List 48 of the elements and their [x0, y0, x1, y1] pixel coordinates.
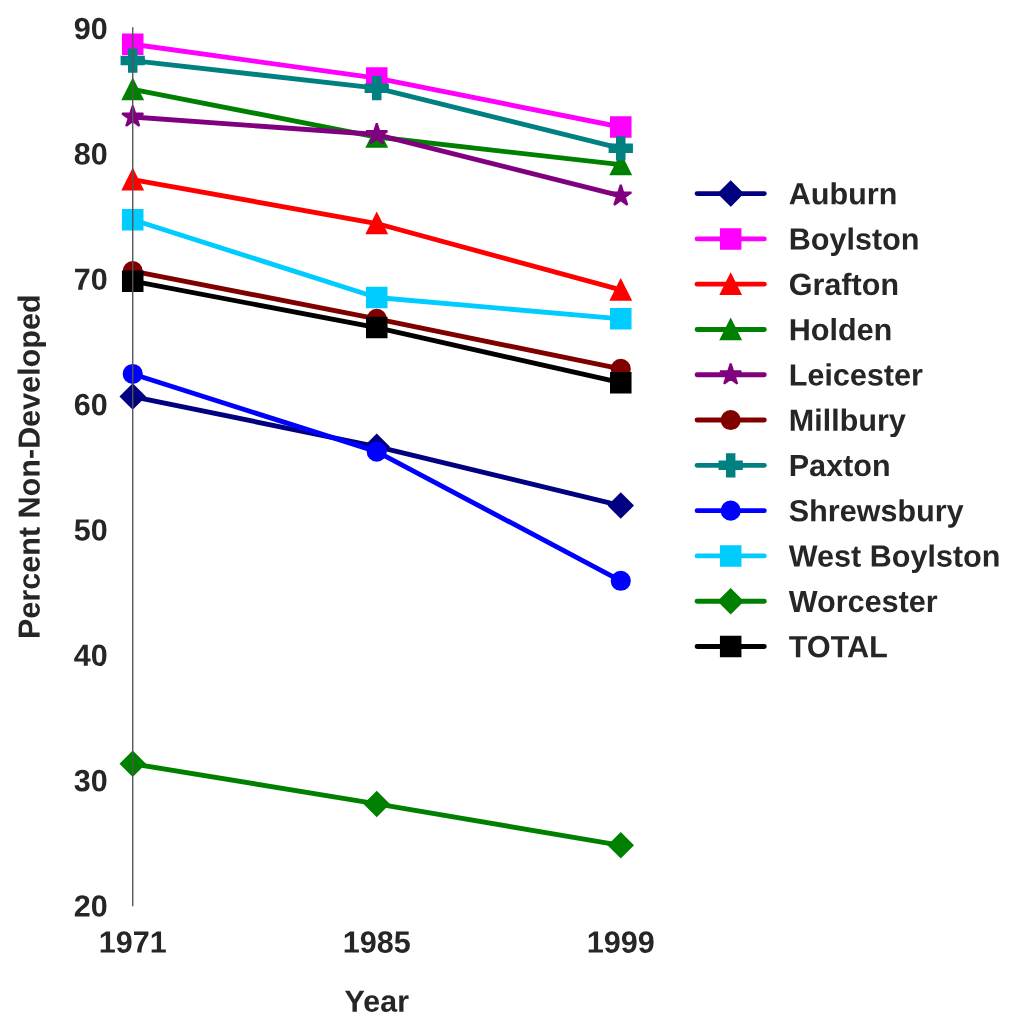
point [121, 104, 145, 127]
y-tick-label: 40 [74, 644, 107, 667]
point [365, 212, 388, 235]
point [610, 570, 631, 591]
legend-label: Leicester [790, 363, 923, 386]
point [365, 316, 388, 339]
y-tick-label: 20 [74, 895, 107, 917]
x-tick-label: 1999 [588, 931, 654, 953]
point [119, 383, 146, 410]
legend-label: Millbury [790, 408, 906, 438]
y-tick-label: 70 [75, 268, 107, 291]
point [607, 492, 634, 519]
point [121, 270, 144, 292]
point [364, 75, 389, 101]
y-tick-label: 60 [74, 393, 107, 416]
x-tick-label: 1971 [100, 931, 166, 953]
legend-label: TOTAL [789, 635, 887, 658]
point [121, 78, 144, 101]
legend-label: Boylston [790, 227, 918, 256]
point [122, 363, 143, 385]
point [610, 308, 632, 330]
legend-label: Holden [790, 318, 891, 341]
point [365, 286, 388, 309]
point [363, 791, 390, 817]
y-axis-title: Percent Non-Developed [17, 296, 46, 637]
point [121, 209, 144, 231]
y-tick-label: 30 [74, 769, 107, 792]
point [610, 116, 632, 138]
legend-label: Auburn [789, 182, 896, 205]
point [610, 371, 632, 394]
point [121, 168, 144, 191]
y-tick-label: 90 [74, 17, 107, 40]
point [607, 832, 634, 859]
point [608, 136, 633, 161]
legend-label: Worcester [788, 590, 938, 613]
legend-label: Grafton [789, 272, 898, 296]
legend-label: Shrewsbury [789, 499, 964, 528]
x-tick-label: 1985 [344, 931, 410, 953]
point [119, 750, 146, 777]
point [120, 48, 145, 73]
point [610, 279, 632, 301]
x-axis-title: Year [344, 990, 409, 1012]
point [366, 441, 387, 462]
y-tick-label: 80 [74, 143, 107, 165]
y-tick-label: 50 [74, 519, 107, 541]
legend-label: Paxton [790, 455, 889, 477]
legend-label: West Boylston [788, 544, 999, 573]
point [609, 183, 633, 206]
